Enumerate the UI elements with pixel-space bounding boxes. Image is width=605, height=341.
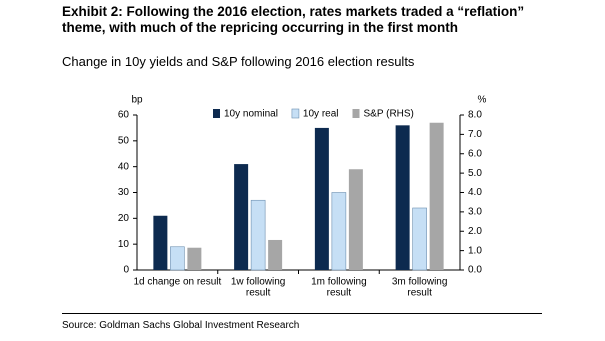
source: Source: Goldman Sachs Global Investment … xyxy=(62,320,300,331)
y2-tick-label: 0.0 xyxy=(468,265,482,276)
x-tick-label: 1w following xyxy=(231,277,285,288)
y2-tick-label: 4.0 xyxy=(468,187,482,198)
legend-label: 10y nominal xyxy=(224,109,278,120)
y2-tick-label: 6.0 xyxy=(468,148,482,159)
bar xyxy=(268,239,283,270)
bar xyxy=(314,127,329,271)
y2-tick-label: 7.0 xyxy=(468,129,482,140)
x-tick-label: result xyxy=(327,288,352,299)
legend-swatch xyxy=(213,109,220,118)
y2-axis-label: % xyxy=(478,95,487,106)
y2-tick-label: 3.0 xyxy=(468,207,482,218)
bar xyxy=(395,125,410,270)
y2-tick-label: 1.0 xyxy=(468,245,482,256)
x-tick-label: 3m following xyxy=(392,277,448,288)
y-tick-label: 10 xyxy=(118,239,130,250)
y-tick-label: 20 xyxy=(118,213,130,224)
title: Exhibit 2: Following the 2016 election, … xyxy=(62,4,525,35)
bar xyxy=(153,215,168,270)
bar xyxy=(429,122,444,270)
bar xyxy=(348,169,363,270)
subtitle: Change in 10y yields and S&P following 2… xyxy=(62,54,415,69)
legend-swatch xyxy=(352,109,360,118)
legend-label: 10y real xyxy=(303,109,339,120)
bar xyxy=(170,246,185,271)
x-tick-label: 1d change on result xyxy=(133,277,221,288)
y-tick-label: 60 xyxy=(118,110,130,121)
divider xyxy=(62,313,542,314)
y-tick-label: 30 xyxy=(118,187,130,198)
bar xyxy=(250,199,266,271)
legend-swatch xyxy=(291,108,300,119)
x-tick-label: result xyxy=(246,288,271,299)
y2-tick-label: 5.0 xyxy=(468,168,482,179)
x-tick-label: 1m following xyxy=(311,277,367,288)
bar xyxy=(187,247,202,270)
y-axis-label: bp xyxy=(131,95,143,106)
x-tick-label: result xyxy=(407,288,432,299)
bar xyxy=(412,207,427,271)
y-tick-label: 0 xyxy=(123,265,129,276)
y2-tick-label: 2.0 xyxy=(468,226,482,237)
legend-label: S&P (RHS) xyxy=(364,109,414,120)
y-tick-label: 40 xyxy=(118,161,130,172)
bar xyxy=(331,192,347,271)
y-tick-label: 50 xyxy=(118,135,130,146)
bar xyxy=(234,164,249,270)
y2-tick-label: 8.0 xyxy=(468,110,482,121)
